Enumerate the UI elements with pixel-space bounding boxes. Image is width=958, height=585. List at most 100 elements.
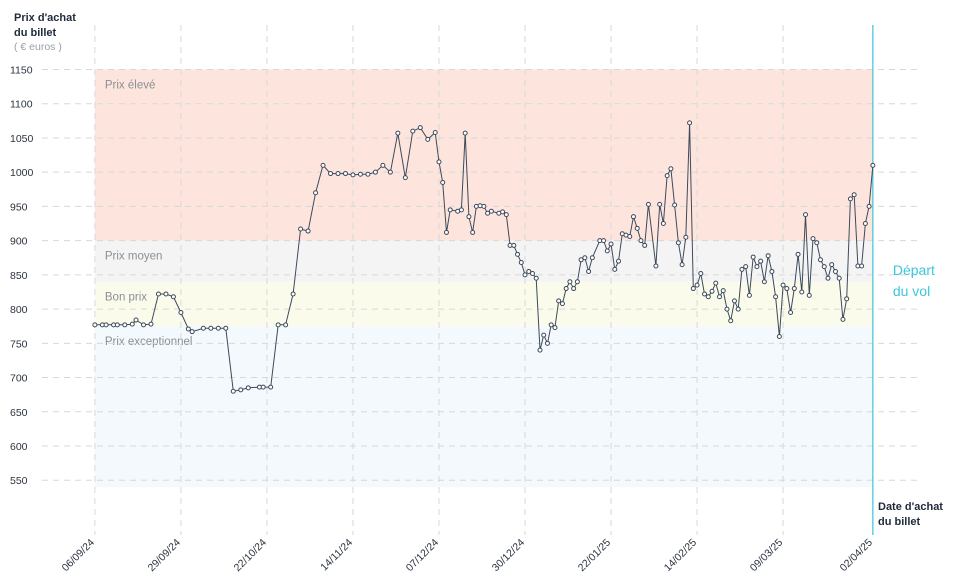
- price-point: [720, 288, 726, 294]
- price-point: [410, 128, 416, 134]
- x-tick-label: 30/12/24: [490, 537, 527, 574]
- price-point: [627, 234, 633, 240]
- price-point: [544, 340, 550, 346]
- price-point: [582, 255, 588, 261]
- price-point: [563, 286, 569, 292]
- price-point: [200, 325, 206, 331]
- price-point: [758, 258, 764, 264]
- departure-label: Départ: [893, 262, 935, 278]
- price-point: [529, 270, 535, 276]
- price-point: [735, 306, 741, 312]
- price-point: [443, 229, 449, 235]
- price-point: [372, 169, 378, 175]
- price-point: [357, 171, 363, 177]
- price-point: [739, 266, 745, 272]
- price-point: [612, 266, 618, 272]
- price-point: [541, 332, 547, 338]
- x-tick-label: 22/01/25: [576, 537, 613, 574]
- price-point: [148, 321, 154, 327]
- price-point: [466, 214, 472, 220]
- x-tick-label: 09/03/25: [748, 537, 785, 574]
- price-point: [481, 203, 487, 209]
- price-point: [791, 286, 797, 292]
- price-point: [776, 333, 782, 339]
- y-axis-unit: ( € euros ): [14, 41, 62, 53]
- price-point: [668, 166, 674, 172]
- price-point: [208, 325, 214, 331]
- x-axis-title: du billet: [878, 516, 921, 528]
- price-point: [283, 322, 289, 328]
- price-point: [743, 264, 749, 270]
- price-point: [870, 162, 876, 168]
- price-band: [94, 240, 873, 282]
- x-axis-title: Date d'achat: [878, 501, 943, 513]
- price-point: [574, 279, 580, 285]
- price-point: [185, 326, 191, 332]
- price-point: [402, 175, 408, 181]
- price-band: [94, 281, 873, 327]
- price-point: [133, 317, 139, 323]
- price-point: [103, 322, 109, 328]
- price-point: [522, 272, 528, 278]
- band-label: Prix exceptionnel: [105, 336, 193, 348]
- price-point: [141, 322, 147, 328]
- price-point: [305, 228, 311, 234]
- price-point: [432, 129, 438, 135]
- band-label: Bon prix: [105, 292, 147, 304]
- price-point: [189, 329, 195, 335]
- price-point: [795, 251, 801, 257]
- price-point: [679, 262, 685, 268]
- price-point: [447, 207, 453, 213]
- price-point: [806, 292, 812, 298]
- price-point: [500, 209, 506, 215]
- price-point: [660, 221, 666, 227]
- price-point: [713, 280, 719, 286]
- band-label: Prix élevé: [105, 79, 156, 91]
- x-tick-label: 22/10/24: [232, 537, 269, 574]
- price-point: [705, 294, 711, 300]
- price-point: [440, 179, 446, 185]
- price-point: [645, 201, 651, 207]
- price-point: [268, 384, 274, 390]
- price-point: [687, 120, 693, 126]
- price-point: [537, 347, 543, 353]
- price-point: [328, 171, 334, 177]
- price-point: [724, 306, 730, 312]
- price-point: [604, 248, 610, 254]
- price-point: [275, 322, 281, 328]
- x-tick-label: 07/12/24: [404, 537, 441, 574]
- price-point: [788, 310, 794, 316]
- price-point: [589, 255, 595, 261]
- price-point: [462, 130, 468, 136]
- departure-label: du vol: [893, 283, 930, 299]
- y-tick-label: 550: [10, 475, 28, 487]
- price-band: [94, 69, 873, 241]
- price-point: [690, 286, 696, 292]
- price-point: [851, 192, 857, 198]
- price-point: [245, 385, 251, 391]
- price-point: [630, 214, 636, 220]
- price-point: [556, 298, 562, 304]
- plot: Départ du vol: [92, 25, 935, 535]
- price-point: [810, 236, 816, 242]
- price-point: [518, 260, 524, 266]
- price-point: [844, 296, 850, 302]
- y-tick-label: 800: [10, 304, 28, 316]
- price-point: [847, 196, 853, 202]
- price-point: [817, 257, 823, 263]
- price-point: [746, 292, 752, 298]
- price-point: [765, 253, 771, 259]
- y-tick-label: 850: [10, 270, 28, 282]
- price-point: [634, 225, 640, 231]
- y-tick-label: 700: [10, 373, 28, 385]
- price-point: [840, 316, 846, 322]
- price-point: [92, 322, 98, 328]
- price-point: [832, 268, 838, 274]
- x-tick-label: 14/02/25: [662, 537, 699, 574]
- price-point: [866, 203, 872, 209]
- price-point: [642, 242, 648, 248]
- price-point: [395, 130, 401, 136]
- price-point: [694, 282, 700, 288]
- price-point: [155, 291, 161, 297]
